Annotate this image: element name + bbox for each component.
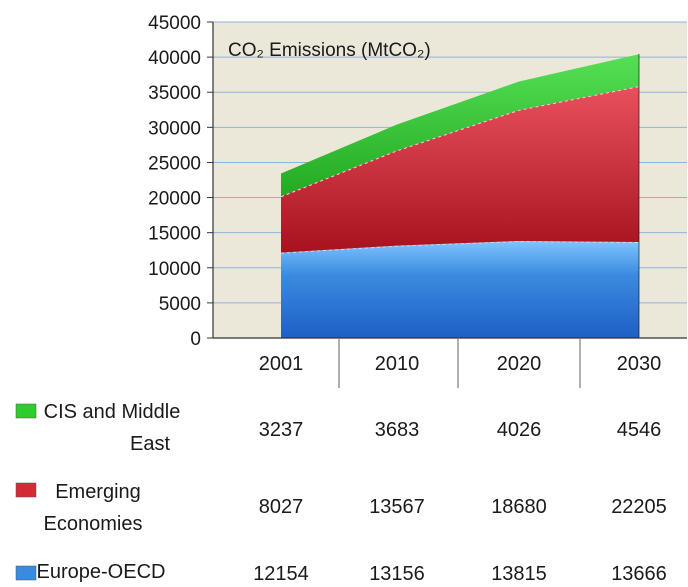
y-tick-label: 20000 xyxy=(148,189,201,210)
area-europe-oecd xyxy=(281,240,639,338)
table-cell-value: 4026 xyxy=(497,419,542,441)
table-cell-value: 22205 xyxy=(611,496,667,518)
y-tick-label: 25000 xyxy=(148,153,201,174)
legend-europe-oecd-swatch xyxy=(15,565,37,581)
table-cell-value: 3237 xyxy=(259,419,304,441)
legend-emerging-economies-label: Economies xyxy=(44,513,143,535)
legend-cis-middle-east-swatch xyxy=(15,403,37,419)
table-cell-value: 18680 xyxy=(491,496,547,518)
legend-europe-oecd-label: Europe-OECD xyxy=(37,561,166,583)
table-cell-value: 13815 xyxy=(491,563,547,585)
table-cell-value: 13156 xyxy=(369,563,425,585)
legend-emerging-economies-label: Emerging xyxy=(55,481,141,503)
table-cell-value: 3683 xyxy=(375,419,420,441)
legend-cis-middle-east-label: East xyxy=(130,433,170,455)
legend-cis-middle-east-label: CIS and Middle xyxy=(44,401,181,423)
y-tick-label: 15000 xyxy=(148,224,201,245)
y-tick-label: 30000 xyxy=(148,118,201,139)
legend-emerging-economies-swatch xyxy=(15,482,37,498)
y-tick-label: 5000 xyxy=(159,294,201,315)
table-cell-value: 12154 xyxy=(253,563,309,585)
table-cell-value: 4546 xyxy=(617,419,662,441)
y-tick-label: 45000 xyxy=(148,13,201,34)
area-seam-line xyxy=(280,85,640,198)
y-tick-label: 10000 xyxy=(148,259,201,280)
x-category-label: 2030 xyxy=(617,353,662,375)
table-cell-value: 8027 xyxy=(259,496,304,518)
y-tick-label: 40000 xyxy=(148,48,201,69)
area-emerging-economies xyxy=(281,86,639,253)
x-category-label: 2020 xyxy=(497,353,542,375)
area-cis-middle-east xyxy=(281,54,639,197)
data-table: 2001 2010 2020 2030 CIS and Middle East 3237 36… xyxy=(15,338,667,585)
y-tick-label: 0 xyxy=(190,329,201,350)
chart-title: CO₂ Emissions (MtCO₂) xyxy=(228,40,431,61)
table-cell-value: 13567 xyxy=(369,496,425,518)
y-axis-ticks: 45000 40000 35000 30000 25000 20000 15000 10000… xyxy=(148,13,213,350)
table-cell-value: 13666 xyxy=(611,563,667,585)
stacked-areas xyxy=(280,54,640,338)
y-tick-label: 35000 xyxy=(148,83,201,104)
x-category-label: 2001 xyxy=(259,353,304,375)
x-category-label: 2010 xyxy=(375,353,420,375)
